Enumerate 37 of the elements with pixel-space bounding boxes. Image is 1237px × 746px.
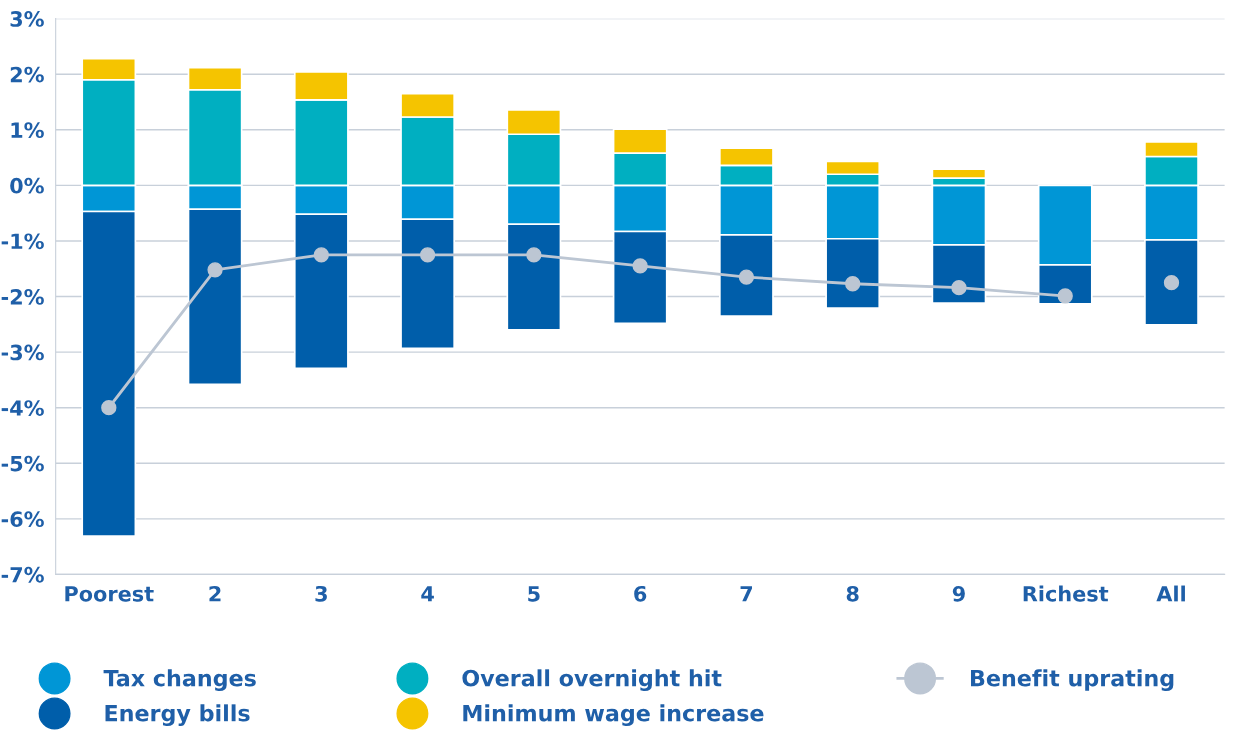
y-tick-label: -1%	[1, 233, 44, 250]
legend-label: Energy bills	[105, 704, 250, 726]
y-tick-label: -6%	[1, 511, 44, 528]
y-tick-label: -7%	[1, 566, 44, 583]
point	[738, 269, 755, 285]
point	[632, 258, 648, 274]
x-tick-label: All	[1156, 585, 1185, 602]
x-tick-label: 4	[421, 586, 434, 602]
point	[951, 280, 967, 296]
legend-label: Minimum wage increase	[463, 704, 764, 726]
y-tick-label: 3%	[10, 11, 44, 27]
y-tick-label: -5%	[1, 455, 44, 472]
legend-label: Benefit uprating	[971, 669, 1174, 691]
point	[419, 247, 436, 263]
y-tick-label: 1%	[11, 122, 44, 139]
x-tick-label: Poorest	[65, 586, 154, 602]
x-tick-label: 3	[315, 585, 327, 602]
y-tick-label: -2%	[1, 288, 44, 305]
x-tick-label: 2	[209, 585, 221, 602]
legend-label: Overall overnight hit	[462, 669, 722, 691]
x-tick-label: 7	[740, 586, 753, 602]
y-tick-label: 0%	[10, 177, 44, 194]
y-tick-label: -3%	[1, 344, 44, 361]
x-tick-label: Richest	[1023, 585, 1109, 602]
y-tick-label: 2%	[10, 66, 44, 83]
point	[313, 247, 329, 263]
x-tick-label: 9	[952, 585, 965, 602]
x-tick-label: 8	[846, 585, 859, 602]
point	[845, 276, 861, 292]
point	[207, 262, 223, 278]
point	[526, 247, 542, 263]
point	[101, 400, 117, 416]
y-tick-label: -4%	[1, 400, 44, 416]
x-tick-label: 5	[528, 586, 540, 602]
point	[1057, 288, 1073, 304]
x-tick-label: 6	[634, 585, 647, 602]
legend-label: Tax changes	[103, 669, 256, 691]
